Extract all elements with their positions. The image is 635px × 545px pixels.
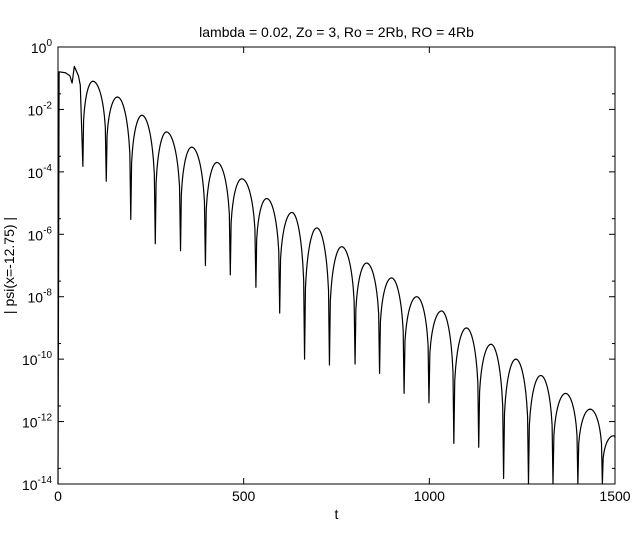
series-line (57, 65, 616, 485)
x-tick-label: 500 (232, 488, 256, 504)
x-tick-labels: 0 500 1000 1500 (54, 488, 631, 504)
x-axis-title: t (335, 506, 339, 522)
y-tick-label: 10-4 (28, 163, 53, 181)
x-tick-label: 1000 (414, 488, 445, 504)
y-tick-label: 100 (31, 38, 53, 56)
x-tick-label: 1500 (599, 488, 630, 504)
y-tick-label: 10-14 (22, 475, 52, 493)
y-tick-label: 10-2 (28, 100, 53, 118)
axis-ticks (57, 46, 616, 485)
y-axis-title: | psi(x=-12.75) | (1, 217, 17, 314)
y-tick-labels: 10-14 10-12 10-10 10-8 10-6 10-4 10-2 100 (22, 38, 52, 493)
y-tick-label: 10-8 (28, 288, 53, 306)
chart-title: lambda = 0.02, Zo = 3, Ro = 2Rb, RO = 4R… (199, 24, 474, 40)
plot-frame (57, 46, 616, 485)
x-tick-label: 0 (54, 488, 62, 504)
y-tick-label: 10-12 (22, 413, 52, 431)
y-tick-label: 10-10 (22, 350, 52, 368)
y-tick-label: 10-6 (28, 225, 53, 243)
